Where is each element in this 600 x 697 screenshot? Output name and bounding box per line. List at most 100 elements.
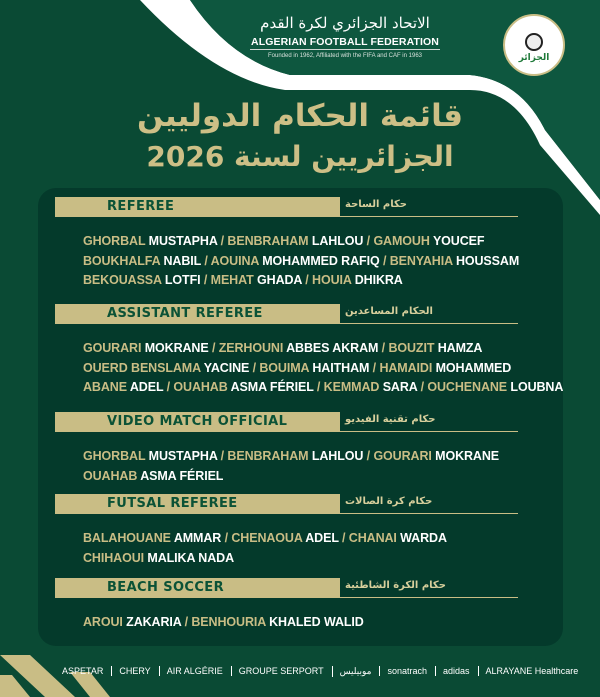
surname: GAMOUH	[373, 234, 430, 248]
section-divider	[340, 323, 518, 324]
section-divider	[340, 513, 518, 514]
surname: HOUIA	[312, 273, 352, 287]
referee-name: OUCHENANE LOUBNA	[427, 380, 563, 394]
names-list: GHORBAL MUSTAPHA / BENBRAHAM LAHLOU / GO…	[83, 447, 499, 486]
section-title-arabic: حكام كرة الصالات	[345, 496, 433, 507]
separator: /	[379, 253, 390, 268]
federation-header: الاتحاد الجزائري لكرة القدم ALGERIAN FOO…	[250, 14, 440, 59]
surname: OUAHAB	[83, 468, 138, 483]
surname: BENBRAHAM	[227, 449, 309, 463]
separator: /	[200, 253, 211, 268]
names-list: BALAHOUANE AMMAR / CHENAOUA ADEL / CHANA…	[83, 529, 447, 568]
referee-name: AROUI ZAKARIA	[83, 615, 181, 629]
referee-name: CHANAI WARDA	[349, 531, 447, 545]
names-line: BOUKHALFA NABIL / AOUINA MOHAMMED RAFIQ …	[83, 252, 519, 272]
surname: CHANAI	[348, 531, 397, 545]
referee-name: BENBRAHAM LAHLOU	[227, 449, 363, 463]
separator: /	[200, 273, 211, 287]
sponsor-logo: CHERY	[111, 666, 151, 676]
given-name: ADEL	[129, 380, 164, 394]
section-title: REFEREE	[55, 197, 340, 217]
given-name: LOUBNA	[510, 380, 564, 394]
surname: GOURARI	[83, 341, 142, 355]
given-name: YACINE	[203, 360, 250, 375]
names-list: GOURARI MOKRANE / ZERHOUNI ABBES AKRAM /…	[83, 339, 563, 398]
given-name: MOHAMMED RAFIQ	[262, 253, 380, 268]
surname: AROUI	[83, 615, 123, 629]
referee-name: BALAHOUANE AMMAR	[83, 531, 221, 545]
separator: /	[217, 449, 228, 463]
given-name: DHIKRA	[354, 273, 403, 287]
referee-name: BOUKHALFA NABIL	[83, 254, 201, 268]
referee-name: AOUINA MOHAMMED RAFIQ	[211, 254, 380, 268]
given-name: ASMA FÉRIEL	[140, 468, 224, 483]
surname: MEHAT	[210, 273, 254, 287]
separator: /	[417, 380, 428, 394]
separator: /	[249, 360, 260, 375]
logo-text: الجزائر	[518, 53, 550, 63]
given-name: LAHLOU	[311, 449, 364, 463]
referee-name: HOUIA DHIKRA	[312, 273, 403, 287]
referee-name: BENYAHIA HOUSSAM	[390, 253, 520, 268]
names-line: ABANE ADEL / OUAHAB ASMA FÉRIEL / KEMMAD…	[83, 378, 563, 398]
given-name: MOKRANE	[435, 449, 500, 463]
separator: /	[363, 234, 374, 248]
referee-name: MEHAT GHADA	[211, 273, 302, 287]
given-name: ADEL	[305, 531, 339, 545]
given-name: HAITHAM	[312, 360, 370, 375]
section-title-arabic: حكام الكرة الشاطئية	[345, 580, 446, 591]
surname: GOURARI	[373, 449, 432, 463]
section-title: FUTSAL REFEREE	[55, 494, 340, 514]
section-title-arabic: حكام الساحة	[345, 199, 407, 210]
referee-name: KEMMAD SARA	[324, 380, 418, 394]
given-name: MALIKA NADA	[147, 550, 235, 565]
given-name: MUSTAPHA	[148, 234, 218, 248]
surname: OUCHENANE	[427, 380, 508, 394]
given-name: ABBES AKRAM	[286, 341, 379, 355]
referee-name: BOUIMA HAITHAM	[259, 361, 369, 375]
sponsor-logo: AIR ALGÉRIE	[158, 666, 223, 676]
names-list: GHORBAL MUSTAPHA / BENBRAHAM LAHLOU / GA…	[83, 232, 519, 291]
surname: BOUKHALFA	[83, 253, 161, 268]
surname: BALAHOUANE	[83, 531, 171, 545]
federation-logo: الجزائر	[503, 14, 565, 76]
names-line: GHORBAL MUSTAPHA / BENBRAHAM LAHLOU / GA…	[83, 232, 519, 252]
given-name: SARA	[382, 380, 418, 394]
given-name: AMMAR	[173, 531, 222, 545]
surname: BENHOURIA	[191, 615, 266, 629]
section-title: ASSISTANT REFEREE	[55, 304, 340, 324]
given-name: WARDA	[400, 531, 447, 545]
given-name: HOUSSAM	[455, 253, 520, 268]
surname: CHIHAOUI	[83, 550, 145, 565]
names-line: CHIHAOUI MALIKA NADA	[83, 549, 447, 569]
names-line: OUAHAB ASMA FÉRIEL	[83, 467, 499, 487]
given-name: LAHLOU	[311, 234, 364, 248]
names-line: GOURARI MOKRANE / ZERHOUNI ABBES AKRAM /…	[83, 339, 563, 359]
surname: GHORBAL	[83, 449, 146, 463]
referee-list-panel: REFEREE حكام الساحة GHORBAL MUSTAPHA / B…	[38, 188, 563, 646]
given-name: KHALED WALID	[269, 615, 364, 629]
referee-name: OUERD BENSLAMA YACINE	[83, 361, 249, 375]
names-line: GHORBAL MUSTAPHA / BENBRAHAM LAHLOU / GO…	[83, 447, 499, 467]
sponsor-logo: GROUPE SERPORT	[230, 666, 324, 676]
separator: /	[363, 449, 374, 463]
sponsor-logo: ALRAYANE Healthcare	[477, 666, 578, 676]
names-line: OUERD BENSLAMA YACINE / BOUIMA HAITHAM /…	[83, 359, 563, 379]
separator: /	[301, 273, 313, 287]
sponsor-logo: موبيليس	[331, 665, 371, 677]
referee-name: OUAHAB ASMA FÉRIEL	[83, 469, 223, 483]
surname: BOUZIT	[388, 341, 435, 355]
section-title: VIDEO MATCH OFFICIAL	[55, 412, 340, 432]
referee-name: GOURARI MOKRANE	[373, 449, 499, 463]
section-divider	[340, 597, 518, 598]
given-name: YOUCEF	[432, 234, 485, 248]
sponsor-logo: adidas	[434, 666, 470, 676]
football-icon	[525, 33, 543, 51]
federation-name-arabic: الاتحاد الجزائري لكرة القدم	[260, 14, 430, 32]
surname: ABANE	[83, 380, 127, 394]
given-name: LOTFI	[164, 273, 201, 287]
separator: /	[181, 615, 192, 629]
surname: HAMAIDI	[379, 360, 433, 375]
separator: /	[208, 341, 219, 355]
